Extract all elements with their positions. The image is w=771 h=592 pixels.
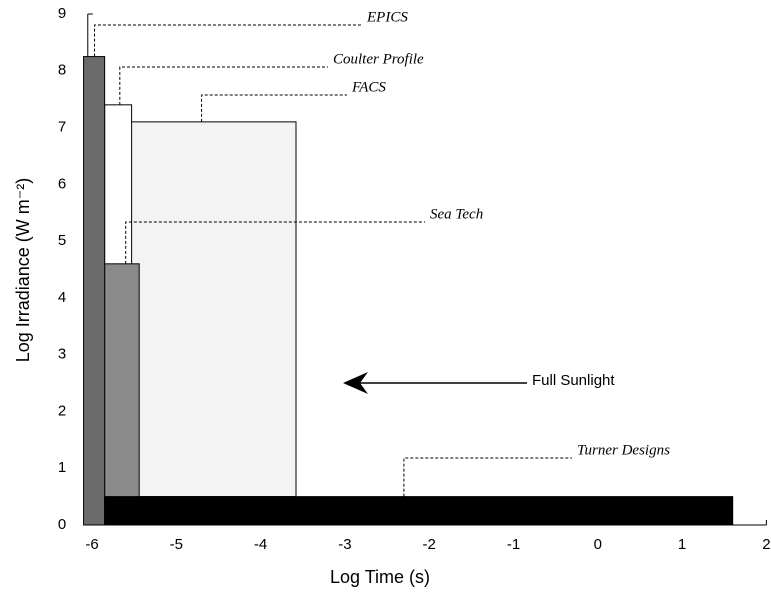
x-tick-label: -4 [254,536,267,553]
leader-line [119,66,328,105]
range-bar [83,56,106,526]
y-tick-label: 9 [58,5,66,22]
y-tick-label: 1 [58,459,66,476]
x-tick-label: -1 [507,536,520,553]
series-label: FACS [351,79,386,95]
y-tick-label: 3 [58,346,66,363]
series-label: EPICS [366,9,408,25]
x-tick-label: -5 [170,536,183,553]
y-tick-label: 8 [58,62,66,79]
leader-line [403,457,572,497]
series-label: Coulter Profile [333,51,424,67]
y-axis-title: Log Irradiance (W m⁻²) [13,178,33,363]
x-tick-label: -6 [85,536,98,553]
y-tick-label: 6 [58,175,66,192]
x-tick-label: 2 [762,536,770,553]
annotation: Full Sunlight [532,372,615,389]
leader-line [94,24,362,57]
range-bar [130,121,297,498]
series-label: Sea Tech [430,206,483,222]
x-tick-label: -2 [423,536,436,553]
x-tick-label: 1 [678,536,686,553]
y-tick-label: 7 [58,119,66,136]
x-axis-title: Log Time (s) [330,567,430,587]
x-tick-label: -3 [338,536,351,553]
arrow-head [343,372,368,394]
y-tick-label: 2 [58,402,66,419]
y-tick-label: 5 [58,232,66,249]
y-tick-label: 0 [58,516,66,533]
y-tick-label: 4 [58,289,66,306]
leader-line [125,221,425,264]
x-tick-label: 0 [594,536,602,553]
leader-line [201,94,347,122]
range-bar [104,496,734,526]
range-bar [104,263,140,526]
series-label: Turner Designs [577,442,670,458]
